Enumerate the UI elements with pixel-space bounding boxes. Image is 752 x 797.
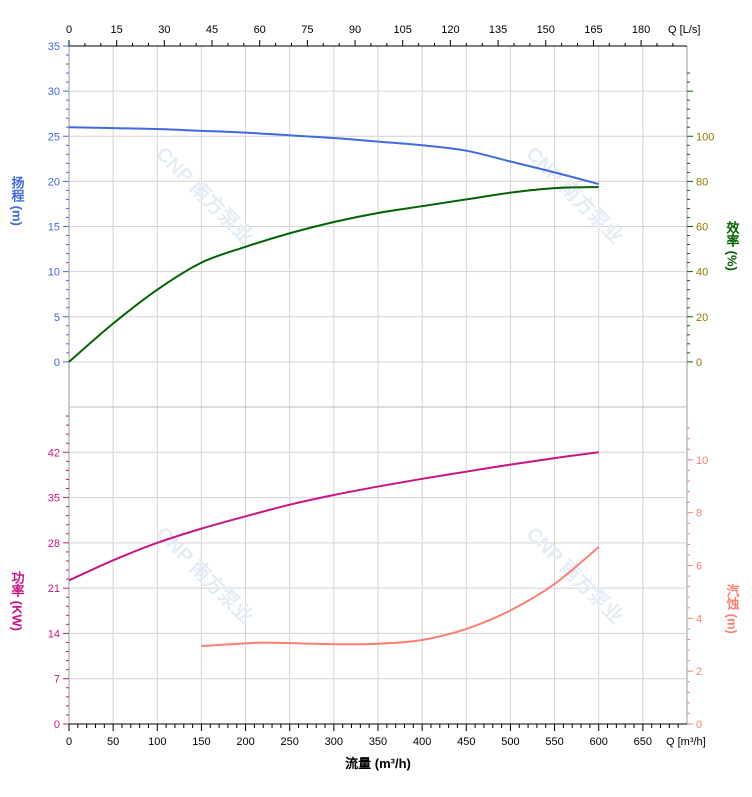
right-axis-tick-label: 4 <box>696 613 702 625</box>
bottom-axis-unit-label: Q [m³/h] <box>666 736 706 748</box>
left-axis-tick-label: 30 <box>48 86 60 98</box>
bottom-axis-tick-label: 650 <box>634 736 652 748</box>
right-axis-tick-label: 40 <box>696 267 708 279</box>
top-axis-tick-label: 15 <box>111 24 123 36</box>
series-line-功率 <box>68 451 599 582</box>
bottom-axis-tick-label: 500 <box>501 736 519 748</box>
top-axis-tick-label: 90 <box>349 24 361 36</box>
left-axis-tick-label: 14 <box>48 628 60 640</box>
right-axis-title: 汽蚀 (m) <box>725 583 741 633</box>
bottom-axis-tick-label: 0 <box>66 736 72 748</box>
left-axis-tick-label: 20 <box>48 176 60 188</box>
watermark: CNP 南方泵业 <box>151 142 258 249</box>
left-axis-tick-label: 0 <box>54 357 60 369</box>
top-axis-tick-label: 180 <box>632 24 650 36</box>
left-axis-tick-label: 35 <box>48 493 60 505</box>
right-axis-tick-label: 0 <box>696 357 702 369</box>
bottom-axis-tick-label: 600 <box>590 736 608 748</box>
watermark: CNP 南方泵业 <box>151 522 258 629</box>
bottom-axis-tick-label: 250 <box>281 736 299 748</box>
right-axis-tick-label: 80 <box>696 176 708 188</box>
right-axis-tick-label: 8 <box>696 508 702 520</box>
left-axis-tick-label: 35 <box>48 41 60 53</box>
left-axis-tick-label: 0 <box>54 719 60 731</box>
bottom-axis-tick-label: 50 <box>107 736 119 748</box>
right-axis-tick-label: 60 <box>696 222 708 234</box>
watermark: CNP 南方泵业 <box>521 522 628 629</box>
top-axis-tick-label: 105 <box>394 24 412 36</box>
series-line-扬程 <box>68 126 599 186</box>
right-axis-tick-label: 6 <box>696 561 702 573</box>
top-axis-tick-label: 150 <box>537 24 555 36</box>
top-axis-tick-label: 45 <box>206 24 218 36</box>
left-axis-title: 扬程 (m) <box>10 175 25 225</box>
top-axis-tick-label: 165 <box>584 24 602 36</box>
left-axis-tick-label: 15 <box>48 222 60 234</box>
top-axis-tick-label: 120 <box>441 24 459 36</box>
right-axis-tick-label: 20 <box>696 312 708 324</box>
right-axis-title: 效率 (%) <box>725 220 740 270</box>
bottom-axis-tick-label: 550 <box>545 736 563 748</box>
bottom-axis-tick-label: 300 <box>325 736 343 748</box>
right-axis-tick-label: 2 <box>696 666 702 678</box>
top-axis-tick-label: 30 <box>158 24 170 36</box>
top-axis-tick-label: 60 <box>254 24 266 36</box>
bottom-axis-tick-label: 450 <box>457 736 475 748</box>
left-axis-tick-label: 5 <box>54 312 60 324</box>
left-axis-tick-label: 21 <box>48 583 60 595</box>
series-line-效率 <box>68 186 599 363</box>
bottom-axis-tick-label: 400 <box>413 736 431 748</box>
top-axis-tick-label: 0 <box>66 24 72 36</box>
bottom-axis-tick-label: 350 <box>369 736 387 748</box>
top-axis-unit-label: Q [L/s] <box>668 24 700 36</box>
top-axis-tick-label: 135 <box>489 24 507 36</box>
right-axis-tick-label: 0 <box>696 719 702 731</box>
left-axis-tick-label: 25 <box>48 131 60 143</box>
left-axis-tick-label: 42 <box>48 447 60 459</box>
right-axis-tick-label: 10 <box>696 455 708 467</box>
series-line-汽蚀 <box>201 546 600 648</box>
top-axis-tick-label: 75 <box>301 24 313 36</box>
left-axis-tick-label: 28 <box>48 538 60 550</box>
x-axis-title: 流量 (m³/h) <box>345 756 411 771</box>
bottom-axis-tick-label: 200 <box>236 736 254 748</box>
left-axis-title: 功率 (KW) <box>10 571 25 631</box>
watermark: CNP 南方泵业 <box>521 142 628 249</box>
left-axis-tick-label: 10 <box>48 267 60 279</box>
right-axis-tick-label: 100 <box>696 131 714 143</box>
bottom-axis-tick-label: 100 <box>148 736 166 748</box>
left-axis-tick-label: 7 <box>54 674 60 686</box>
bottom-axis-tick-label: 150 <box>192 736 210 748</box>
